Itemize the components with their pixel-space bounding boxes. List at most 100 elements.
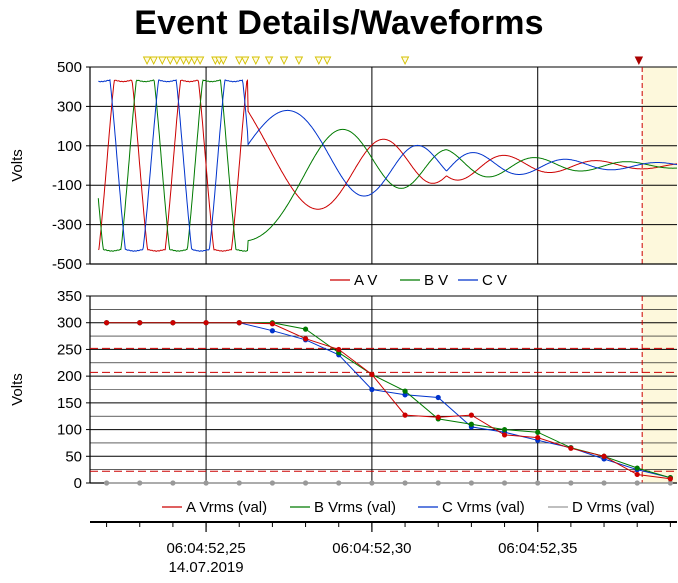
legend-entry: A Vrms (val): [186, 499, 267, 516]
y-tick-label: 250: [57, 341, 82, 358]
event-marker: [195, 56, 205, 66]
event-marker: [235, 56, 244, 66]
rms-point: [468, 421, 474, 427]
y-tick-label: 100: [57, 138, 82, 155]
waveform-line-a-v: [97, 78, 678, 252]
rms-point: [369, 386, 375, 393]
rms-point: [634, 465, 640, 471]
event-marker: [264, 56, 274, 66]
legend-entry: D Vrms (val): [572, 499, 655, 516]
y-tick-label: 150: [57, 395, 82, 412]
highlight-region: [642, 67, 677, 264]
y-tick-label: 350: [57, 288, 82, 305]
rms-point: [601, 480, 607, 486]
rms-point: [535, 429, 541, 435]
event-marker: [184, 56, 194, 66]
rms-point: [535, 480, 541, 486]
y-tick-label: 100: [57, 422, 82, 439]
rms-point: [634, 480, 640, 486]
y-tick-label: 500: [57, 59, 82, 76]
rms-point: [634, 471, 640, 478]
event-marker: [240, 56, 250, 66]
rms-point: [170, 480, 176, 486]
rms-point: [435, 394, 441, 401]
event-marker: [251, 56, 261, 66]
rms-point: [501, 432, 508, 438]
event-marker: [158, 56, 167, 66]
event-marker: [314, 56, 324, 66]
rms-line-1: [106, 322, 671, 479]
event-marker: [179, 56, 188, 66]
rms-point: [601, 453, 607, 459]
event-marker: [322, 56, 332, 66]
rms-point: [302, 480, 309, 486]
y-tick-label: 300: [57, 98, 82, 115]
trigger-marker: [634, 56, 644, 66]
legend-entry: C V: [482, 272, 507, 289]
rms-point: [236, 480, 242, 486]
rms-point: [203, 320, 209, 326]
event-marker: [279, 56, 289, 66]
event-marker: [172, 56, 182, 66]
rms-point: [568, 480, 574, 486]
rms-point: [302, 336, 309, 342]
legend-entry: A V: [354, 272, 377, 289]
rms-point: [302, 326, 309, 332]
rms-point: [369, 480, 375, 486]
rms-point: [137, 320, 143, 326]
time-tick-label: 06:04:52,25: [166, 540, 245, 557]
y-tick-label: 300: [57, 315, 82, 332]
rms-point: [236, 320, 242, 326]
event-marker: [219, 56, 228, 66]
y-tick-label: -500: [52, 256, 82, 273]
time-tick-label: 06:04:52,35: [498, 540, 577, 557]
rms-point: [501, 480, 508, 486]
rms-point: [468, 480, 474, 486]
event-marker: [294, 56, 304, 66]
event-marker: [166, 56, 175, 66]
event-marker: [190, 56, 199, 66]
y-tick-label: 0: [74, 475, 82, 492]
y-tick-label: 200: [57, 368, 82, 385]
y-axis-label: Volts: [9, 149, 26, 182]
event-marker: [400, 56, 410, 66]
date-label: 14.07.2019: [169, 559, 244, 576]
rms-point: [468, 412, 474, 418]
event-marker: [149, 56, 158, 66]
y-tick-label: -100: [52, 177, 82, 194]
rms-point: [402, 392, 408, 398]
rms-point: [170, 320, 176, 326]
rms-point: [667, 480, 673, 486]
rms-point: [103, 320, 110, 326]
time-tick-label: 06:04:52,30: [332, 540, 411, 557]
page-title: Event Details/Waveforms: [134, 4, 544, 42]
y-tick-label: -300: [52, 217, 82, 234]
rms-point: [203, 480, 209, 486]
rms-point: [336, 480, 342, 486]
rms-point: [402, 412, 408, 418]
rms-point: [137, 480, 143, 486]
rms-point: [535, 434, 541, 441]
y-tick-label: 50: [65, 448, 82, 465]
y-axis-label: Volts: [9, 373, 26, 406]
rms-point: [435, 414, 441, 420]
rms-point: [568, 445, 574, 451]
rms-point: [369, 371, 375, 378]
legend-entry: C Vrms (val): [442, 499, 525, 516]
rms-point: [269, 321, 276, 327]
rms-line-2: [106, 322, 671, 479]
rms-point: [435, 480, 441, 486]
rms-point: [402, 388, 408, 394]
rms-point: [103, 480, 110, 486]
rms-point: [336, 346, 342, 353]
legend-entry: B Vrms (val): [314, 499, 396, 516]
event-marker: [142, 56, 152, 66]
waveform-line-c-v: [98, 78, 678, 252]
rms-point: [269, 480, 276, 486]
waveform-line-b-v: [97, 79, 678, 252]
rms-line-0: [106, 322, 671, 480]
rms-point: [501, 426, 508, 433]
legend-entry: B V: [424, 272, 448, 289]
rms-point: [667, 476, 673, 482]
